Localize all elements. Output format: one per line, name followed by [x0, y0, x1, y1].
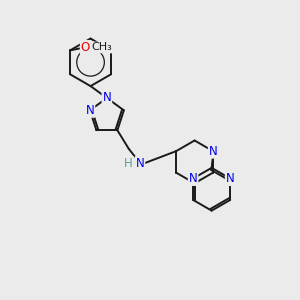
Text: H: H: [124, 157, 133, 170]
Text: O: O: [81, 41, 90, 54]
Text: N: N: [189, 172, 197, 185]
Text: N: N: [85, 104, 94, 117]
Text: N: N: [136, 157, 144, 170]
Text: N: N: [226, 172, 235, 185]
Text: N: N: [103, 92, 111, 104]
Text: CH₃: CH₃: [92, 43, 112, 52]
Text: N: N: [209, 145, 218, 158]
